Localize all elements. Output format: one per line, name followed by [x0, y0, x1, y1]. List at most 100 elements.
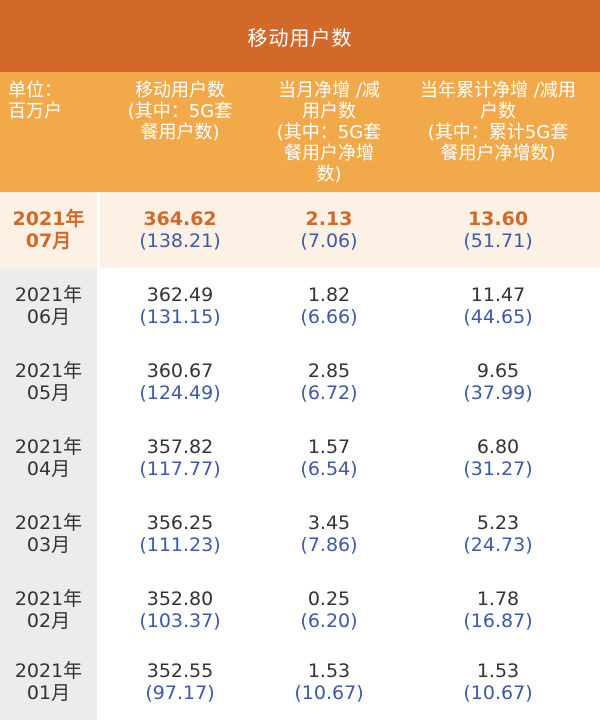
monthly-net-add-5g-value: (6.72)	[300, 382, 358, 404]
ytd-net-add-value: 13.60	[467, 208, 529, 230]
mobile-users-value: 352.80	[146, 588, 214, 610]
monthly-net-add-5g-value: (7.06)	[300, 230, 358, 252]
row-year: 2021年	[14, 284, 83, 306]
ytd-net-add-5g-value: (24.73)	[463, 534, 533, 556]
monthly-net-add-value: 2.85	[307, 360, 351, 382]
monthly-net-add-value: 0.25	[307, 588, 351, 610]
cell-ytd-net-add: 5.23 (24.73)	[400, 512, 596, 556]
mobile-users-5g-value: (131.15)	[139, 306, 221, 328]
cell-ytd-net-add: 11.47 (44.65)	[400, 284, 596, 328]
cell-ytd-net-add: 13.60 (51.71)	[400, 208, 596, 252]
row-label-cell	[0, 648, 97, 720]
cell-ytd-net-add: 9.65 (37.99)	[400, 360, 596, 404]
mobile-users-value: 364.62	[143, 208, 217, 230]
mobile-users-5g-value: (138.21)	[139, 230, 221, 252]
cell-mobile-users: 362.49 (131.15)	[100, 284, 260, 328]
mobile-users-5g-value: (103.37)	[139, 610, 221, 632]
monthly-net-add-5g-value: (10.67)	[294, 682, 364, 704]
cell-ytd-net-add: 6.80 (31.27)	[400, 436, 596, 480]
column-divider	[97, 420, 100, 496]
row-year: 2021年	[14, 660, 83, 682]
mobile-users-value: 360.67	[146, 360, 214, 382]
cell-monthly-net-add: 3.45 (7.86)	[270, 512, 388, 556]
row-year: 2021年	[14, 436, 83, 458]
cell-monthly-net-add: 0.25 (6.20)	[270, 588, 388, 632]
row-year: 2021年	[14, 588, 83, 610]
monthly-net-add-value: 2.13	[305, 208, 353, 230]
ytd-net-add-5g-value: (10.67)	[463, 682, 533, 704]
header-mobile-users: 移动用户数 (其中：5G套 餐用户数)	[127, 80, 233, 143]
monthly-net-add-5g-value: (6.66)	[300, 306, 358, 328]
cell-mobile-users: 360.67 (124.49)	[100, 360, 260, 404]
mobile-users-value: 357.82	[146, 436, 214, 458]
cell-monthly-net-add: 1.57 (6.54)	[270, 436, 388, 480]
row-year: 2021年	[14, 360, 83, 382]
table-header-row: 单位： 百万户 移动用户数 (其中：5G套 餐用户数) 当月净增 /减 用户数 …	[0, 72, 600, 192]
header-monthly-net-add: 当月净增 /减 用户数 (其中：5G套 餐用户净增 数)	[276, 80, 382, 185]
row-month: 07月	[25, 230, 72, 252]
monthly-net-add-value: 1.53	[307, 660, 351, 682]
mobile-users-value: 356.25	[146, 512, 214, 534]
row-label-cell	[0, 192, 97, 268]
monthly-net-add-5g-value: (7.86)	[300, 534, 358, 556]
cell-mobile-users: 352.80 (103.37)	[100, 588, 260, 632]
row-label-cell	[0, 572, 97, 648]
mobile-users-5g-value: (111.23)	[139, 534, 221, 556]
table-row: 2021年 07月 364.62 (138.21) 2.13 (7.06) 13…	[0, 192, 600, 268]
row-year: 2021年	[14, 512, 83, 534]
column-divider	[97, 344, 100, 420]
column-divider	[97, 268, 100, 344]
table-title: 移动用户数	[0, 0, 600, 72]
ytd-net-add-5g-value: (31.27)	[463, 458, 533, 480]
mobile-users-value: 362.49	[146, 284, 214, 306]
ytd-net-add-5g-value: (44.65)	[463, 306, 533, 328]
ytd-net-add-value: 5.23	[476, 512, 520, 534]
ytd-net-add-5g-value: (37.99)	[463, 382, 533, 404]
table-row: 2021年 01月 352.55 (97.17) 1.53 (10.67) 1.…	[0, 648, 600, 720]
ytd-net-add-value: 11.47	[470, 284, 526, 306]
mobile-users-5g-value: (117.77)	[139, 458, 221, 480]
table-row: 2021年 05月 360.67 (124.49) 2.85 (6.72) 9.…	[0, 344, 600, 420]
column-divider	[97, 648, 100, 720]
cell-monthly-net-add: 2.85 (6.72)	[270, 360, 388, 404]
cell-mobile-users: 352.55 (97.17)	[100, 660, 260, 704]
row-label-cell	[0, 496, 97, 572]
cell-ytd-net-add: 1.53 (10.67)	[400, 660, 596, 704]
cell-mobile-users: 356.25 (111.23)	[100, 512, 260, 556]
row-label-cell	[0, 420, 97, 496]
row-month: 03月	[26, 534, 71, 556]
ytd-net-add-value: 6.80	[476, 436, 520, 458]
row-month: 02月	[26, 610, 71, 632]
table-row: 2021年 06月 362.49 (131.15) 1.82 (6.66) 11…	[0, 268, 600, 344]
column-divider	[97, 192, 100, 268]
mobile-users-value: 352.55	[146, 660, 214, 682]
column-divider	[97, 496, 100, 572]
table-row: 2021年 03月 356.25 (111.23) 3.45 (7.86) 5.…	[0, 496, 600, 572]
cell-monthly-net-add: 1.82 (6.66)	[270, 284, 388, 328]
monthly-net-add-value: 1.82	[307, 284, 351, 306]
row-label-cell	[0, 344, 97, 420]
monthly-net-add-value: 3.45	[307, 512, 351, 534]
row-month: 06月	[26, 306, 71, 328]
cell-mobile-users: 364.62 (138.21)	[100, 208, 260, 252]
monthly-net-add-5g-value: (6.20)	[300, 610, 358, 632]
table-row: 2021年 04月 357.82 (117.77) 1.57 (6.54) 6.…	[0, 420, 600, 496]
row-month: 05月	[26, 382, 71, 404]
row-month: 01月	[26, 682, 71, 704]
monthly-net-add-5g-value: (6.54)	[300, 458, 358, 480]
table-row: 2021年 02月 352.80 (103.37) 0.25 (6.20) 1.…	[0, 572, 600, 648]
header-ytd-net-add: 当年累计净增 /减用 户数 (其中：累计5G套 餐用户净增数)	[420, 80, 576, 164]
ytd-net-add-value: 1.53	[476, 660, 520, 682]
ytd-net-add-value: 1.78	[476, 588, 520, 610]
monthly-net-add-value: 1.57	[307, 436, 351, 458]
header-unit: 单位： 百万户	[8, 80, 62, 122]
cell-monthly-net-add: 1.53 (10.67)	[270, 660, 388, 704]
cell-mobile-users: 357.82 (117.77)	[100, 436, 260, 480]
column-divider	[97, 572, 100, 648]
cell-ytd-net-add: 1.78 (16.87)	[400, 588, 596, 632]
cell-monthly-net-add: 2.13 (7.06)	[270, 208, 388, 252]
row-year: 2021年	[12, 208, 85, 230]
ytd-net-add-5g-value: (51.71)	[463, 230, 533, 252]
mobile-users-5g-value: (97.17)	[145, 682, 215, 704]
